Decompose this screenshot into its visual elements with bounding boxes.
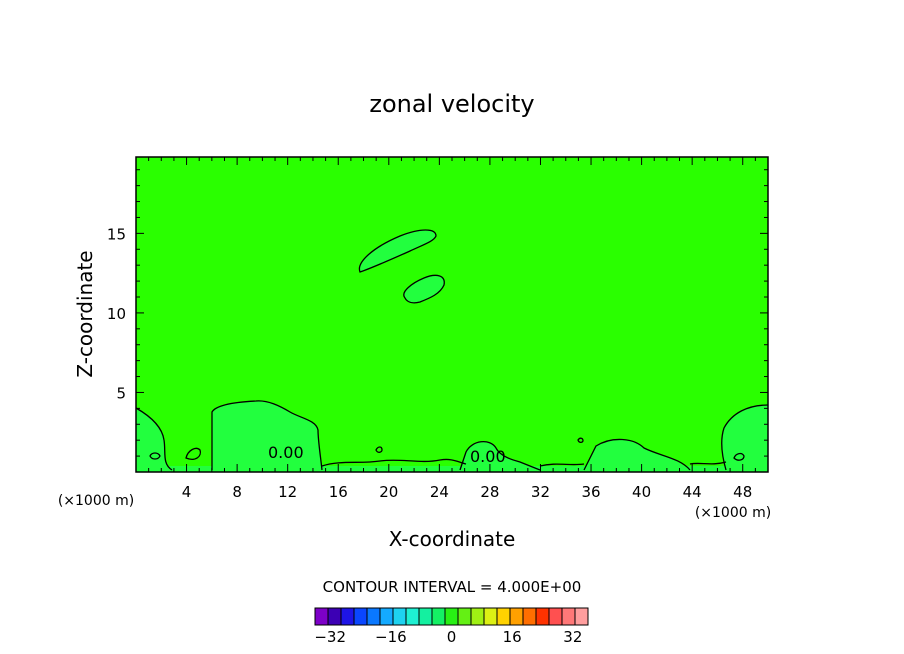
colorbar-swatch	[405, 607, 420, 626]
colorbar-tick-label: −32	[314, 628, 346, 646]
colorbar-swatch	[353, 607, 368, 626]
colorbar-swatch	[509, 607, 524, 626]
contour-label: 0.00	[470, 447, 506, 466]
contour-line-right-edge	[721, 404, 769, 471]
contour-line-upper-right-lobe	[403, 274, 445, 304]
contour-line-small-blob-1	[185, 447, 202, 460]
contour-region-bottom-left-plume	[212, 400, 322, 472]
x-tick-label: 32	[531, 483, 550, 501]
contour-region-right-edge	[721, 405, 768, 472]
x-tick-label: 8	[232, 483, 242, 501]
colorbar-swatch	[457, 607, 472, 626]
colorbar-swatch	[366, 607, 381, 626]
contour-line-small-blob-2	[375, 446, 383, 453]
y-axis-label: Z-coordinate	[73, 250, 97, 377]
colorbar-swatch	[314, 607, 329, 626]
contour-line-bottom-left-plume	[211, 400, 323, 471]
x-tick-label: 28	[480, 483, 499, 501]
colorbar-tick-labels: −32 −16 0 16 32	[314, 628, 582, 646]
contour-interval: CONTOUR INTERVAL = 4.000E+00	[323, 578, 582, 596]
contour-line-small-blob-3	[577, 437, 584, 444]
contour-line-right-bump	[583, 438, 691, 471]
colorbar-swatch	[444, 607, 459, 626]
y-tick-label: 10	[107, 305, 126, 323]
contour-region-right-bump	[584, 439, 690, 472]
contour-region-upper-left-lobe	[359, 230, 436, 272]
colorbar-swatch	[483, 607, 498, 626]
x-tick-label: 40	[632, 483, 651, 501]
colorbar-swatch	[392, 607, 407, 626]
colorbar-swatch	[535, 607, 550, 626]
x-tick-label: 12	[278, 483, 297, 501]
y-axis-unit: (×1000 m)	[58, 493, 134, 509]
axis-ticks	[135, 157, 769, 473]
colorbar-swatch	[496, 607, 511, 626]
contour-label: 0.00	[268, 443, 304, 462]
x-tick-label: 20	[379, 483, 398, 501]
contour-region-mid-bump	[460, 441, 540, 472]
colorbar-tick-label: 32	[563, 628, 582, 646]
x-tick-label: 24	[430, 483, 449, 501]
contour-line-left-edge	[135, 407, 173, 471]
colorbar-tick-label: −16	[375, 628, 407, 646]
contour-line-small-blob-5	[149, 452, 161, 460]
y-tick-label: 5	[116, 384, 126, 402]
x-tick-label: 44	[683, 483, 702, 501]
colorbar-swatch	[574, 607, 589, 626]
colorbar-swatch	[431, 607, 446, 626]
x-tick-label: 4	[182, 483, 192, 501]
x-axis-unit: (×1000 m)	[695, 505, 771, 521]
colorbar-swatch	[470, 607, 485, 626]
colorbar-swatch	[327, 607, 342, 626]
contour-lines	[135, 229, 769, 471]
x-tick-label: 16	[329, 483, 348, 501]
colorbar-swatch	[340, 607, 355, 626]
contour-line-bottom-wiggle	[321, 458, 727, 467]
colorbar-tick-label: 16	[503, 628, 522, 646]
contour-line-mid-bump	[459, 441, 541, 471]
colorbar-tick-label: 0	[447, 628, 457, 646]
colorbar-swatch	[379, 607, 394, 626]
x-axis-label: X-coordinate	[389, 527, 516, 551]
y-tick-label: 15	[107, 225, 126, 243]
colorbar-swatch	[522, 607, 537, 626]
chart-title: zonal velocity	[369, 90, 534, 118]
colorbar	[314, 607, 589, 626]
contour-line-small-blob-4	[733, 452, 745, 461]
contour-line-upper-left-lobe	[358, 229, 437, 273]
contour-region-upper-right-lobe	[403, 275, 445, 303]
contour-region-left-edge	[136, 408, 172, 472]
colorbar-swatch	[418, 607, 433, 626]
colorbar-swatch	[561, 607, 576, 626]
colorbar-swatch	[548, 607, 563, 626]
x-tick-label: 48	[733, 483, 752, 501]
x-tick-label: 36	[581, 483, 600, 501]
